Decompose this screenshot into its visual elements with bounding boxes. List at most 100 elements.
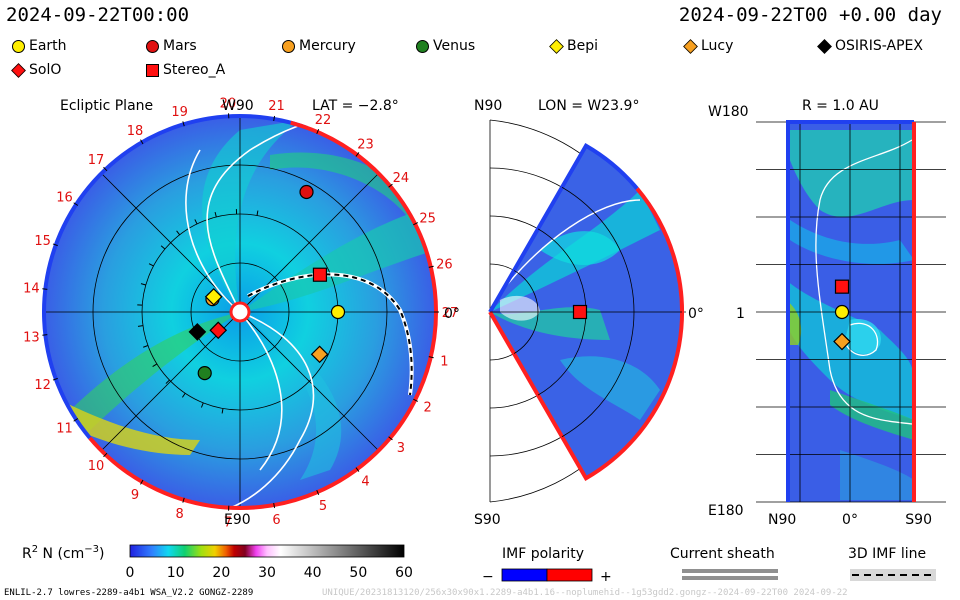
imf-polarity-minus: − (482, 569, 494, 585)
carrington-number: 9 (131, 488, 139, 503)
carrington-number: 27 (442, 306, 459, 321)
legend-label: Stereo_A (163, 62, 226, 78)
colorbar-tick: 50 (349, 565, 367, 581)
colorbar: R2 N (cm−3) 0 10 20 30 40 50 60 (22, 544, 413, 581)
ecliptic-rim-negative (42, 114, 308, 440)
colorbar-ticks: 0 10 20 30 40 50 60 (126, 565, 413, 581)
legend-label: Bepi (567, 38, 598, 54)
legend-item-bepi: Bepi (549, 38, 598, 54)
body-marker-earth (834, 304, 850, 320)
legend-label: OSIRIS-APEX (835, 38, 923, 54)
meridional-panel: N90 LON = W23.9° S90 0° (474, 98, 704, 528)
colorbar-gradient (129, 544, 405, 558)
carrington-number: 22 (315, 113, 332, 128)
body-marker-bepi (204, 287, 223, 306)
colorbar-label-close: ) (99, 546, 104, 562)
body-marker-venus (197, 366, 212, 381)
ecliptic-title: Ecliptic Plane (60, 98, 153, 114)
body-marker-mars (299, 184, 314, 200)
body-marker-osiris-apex (188, 323, 207, 341)
sphere-x-tick: N90 (768, 512, 796, 528)
imf-polarity-title: IMF polarity (502, 546, 584, 562)
colorbar-tick: 10 (167, 565, 185, 581)
meridional-right-label: 0° (688, 306, 704, 322)
colorbar-tick: 20 (212, 565, 230, 581)
ecliptic-mini-ticks (137, 209, 259, 414)
legend-item-stereo-a: Stereo_A (146, 62, 225, 78)
body-marker-earth (330, 304, 346, 320)
legend-label: SolO (29, 62, 62, 78)
sphere-x-tick: 0° (842, 512, 858, 528)
meridional-top-label: N90 (474, 98, 502, 114)
carrington-number: 17 (88, 153, 105, 168)
legend-label: Mercury (299, 38, 356, 54)
ecliptic-right-label: 0° (444, 306, 460, 322)
legend-label: Lucy (701, 38, 734, 54)
imf-polarity-positive-swatch (546, 568, 593, 582)
carrington-number: 8 (176, 507, 184, 522)
carrington-number: 7 (224, 516, 232, 531)
legend-item-osiris-apex: OSIRIS-APEX (817, 38, 923, 54)
legend-item-earth: Earth (12, 38, 67, 54)
carrington-number: 12 (34, 378, 51, 393)
body-marker-stereo-a (312, 267, 328, 282)
legend-label: Earth (29, 38, 67, 54)
body-marker-lucy (833, 332, 851, 351)
time-left: 2024-09-22T00:00 (6, 4, 190, 26)
sphere-bottom-left-label: E180 (708, 503, 744, 519)
colorbar-label-r: R (22, 546, 32, 562)
carrington-number: 15 (34, 234, 51, 249)
carrington-number: 6 (272, 513, 280, 528)
carrington-number: 3 (397, 441, 405, 456)
imf-line-title: 3D IMF line (848, 546, 926, 562)
carrington-number: 14 (23, 281, 40, 296)
meridional-bottom-label: S90 (474, 512, 501, 528)
carrington-number: 26 (436, 258, 453, 273)
sphere-mid-left-label: 1 (736, 306, 745, 322)
carrington-number: 24 (393, 171, 410, 186)
meridional-edge-negative (488, 142, 639, 313)
meridional-density-features (490, 190, 660, 420)
carrington-number: 25 (419, 212, 436, 227)
body-marker-stereo-a (572, 304, 588, 320)
colorbar-tick: 60 (395, 565, 413, 581)
carrington-number: 11 (56, 421, 73, 436)
legend-item-mercury: Mercury (282, 38, 356, 54)
legend-circle-icon (146, 39, 159, 53)
body-marker-lucy (310, 345, 329, 364)
carrington-number: 2 (423, 400, 431, 415)
colorbar-tick: 30 (258, 565, 276, 581)
colorbar-label: R2 N (cm−3) (22, 544, 105, 562)
body-marker-solo (209, 321, 228, 340)
carrington-number: 19 (171, 105, 188, 120)
sphere-x-ticks: N90 0° S90 (768, 512, 932, 528)
ecliptic-bottom-label: E90 (224, 512, 251, 528)
imf-line-legend: 3D IMF line (848, 546, 936, 581)
imf-polarity-legend: IMF polarity − + (482, 546, 612, 585)
legend-circle-icon (282, 39, 295, 53)
ecliptic-bodies (188, 184, 346, 381)
colorbar-tick: 0 (126, 565, 135, 581)
legend-circle-icon (416, 39, 429, 53)
imf-polarity-plus: + (600, 569, 612, 585)
carrington-number: 20 (220, 96, 237, 111)
legend-circle-icon (12, 39, 25, 53)
footer-run-info: ENLIL-2.7 lowres-2289-a4b1 WSA_V2.2 GONG… (4, 588, 254, 598)
carrington-number: 10 (88, 459, 105, 474)
colorbar-tick: 40 (304, 565, 322, 581)
carrington-number: 18 (127, 124, 144, 139)
body-marker-stereo-a (834, 279, 850, 294)
carrington-number: 4 (361, 474, 369, 489)
time-right: 2024-09-22T00 +0.00 day (678, 4, 942, 26)
imf-polarity-negative-swatch (501, 568, 548, 582)
sphere-top-left-label: W180 (708, 104, 749, 120)
legend-item-mars: Mars (146, 38, 197, 54)
sphere-bodies (833, 279, 851, 351)
ecliptic-top-label: W90 (222, 98, 254, 114)
legend-label: Mars (163, 38, 197, 54)
sphere-r-label: R = 1.0 AU (802, 98, 879, 114)
sphere-panel: W180 R = 1.0 AU 1 E180 N90 0° S90 (708, 98, 946, 528)
current-sheath-title: Current sheath (670, 546, 775, 562)
